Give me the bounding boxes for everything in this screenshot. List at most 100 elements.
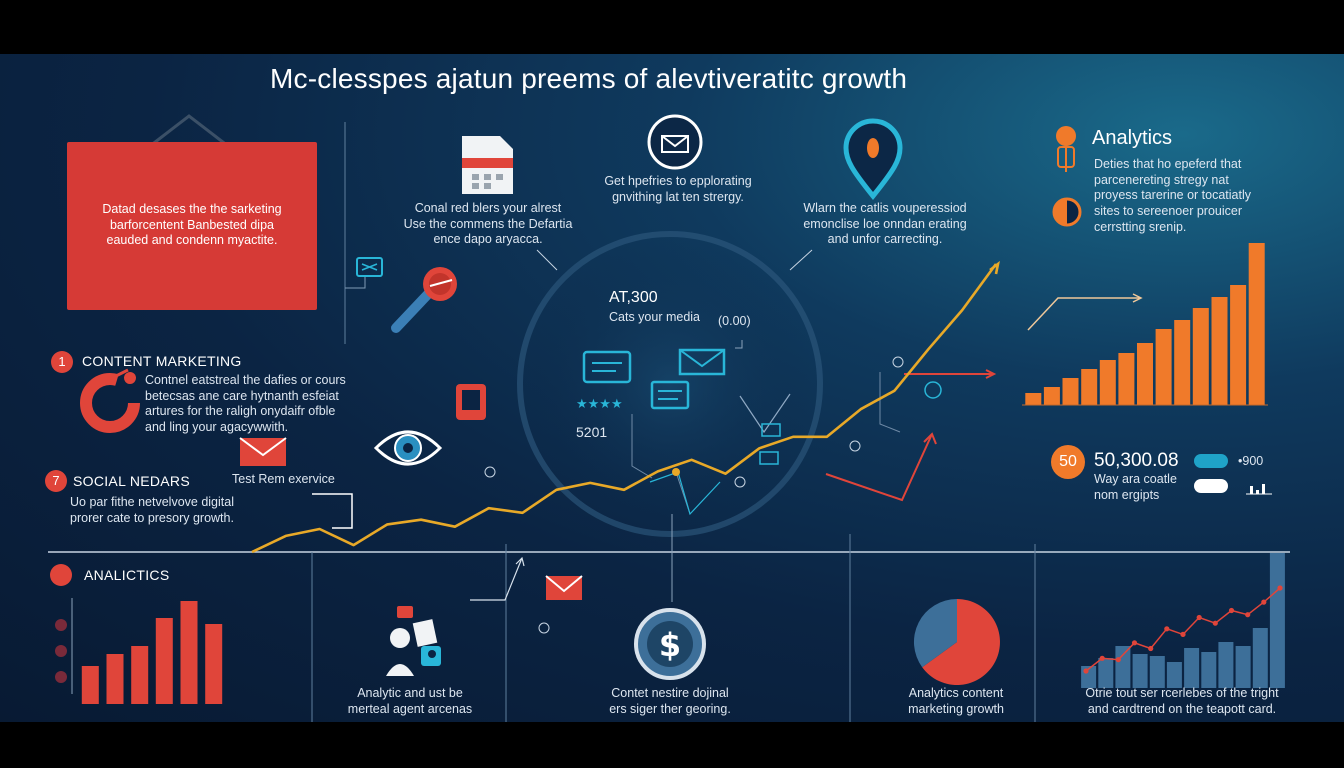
envelope-icon	[759, 423, 781, 465]
stat-circle-label: 50	[1059, 453, 1077, 470]
caption-line: Contnel eatstreal the dafies or cours	[145, 373, 346, 387]
line-point	[1131, 640, 1138, 646]
line-point	[1115, 657, 1121, 663]
connector-line	[789, 249, 813, 271]
caption-line: prorer cate to presory growth.	[70, 510, 234, 525]
caption-line: nom ergipts	[1094, 487, 1160, 502]
envelope-icon	[239, 437, 287, 466]
caption-line: gnvithing lat ten strergy.	[612, 189, 744, 204]
blue-bar	[1218, 642, 1234, 688]
caption-line: cerrstting srenip.	[1094, 219, 1187, 234]
line-point	[1212, 620, 1218, 626]
orange-bar	[1043, 387, 1060, 405]
toggle-pill	[1194, 479, 1228, 493]
side-value: •900	[1238, 454, 1264, 468]
caption-line: Otrie tout ser rcerlebes of the tright	[1085, 686, 1279, 700]
caption-line: parcenereting stregy nat	[1094, 172, 1229, 187]
blue-bar	[1115, 646, 1131, 688]
arrow-head	[515, 556, 525, 567]
intro-line: eauded and condenn myactite.	[106, 233, 278, 248]
line-point	[1148, 645, 1154, 652]
connector-line	[536, 249, 558, 271]
test-label: Test Rem exervice	[232, 472, 335, 486]
bottom-caption-c: Analytics content marketing growth	[886, 686, 1026, 717]
toggle-pill	[1194, 454, 1228, 468]
caption-line: and unfor carrecting.	[827, 232, 943, 247]
blue-bar	[1269, 553, 1285, 688]
social-description: Uo par fithe netvelvove digital prorer c…	[70, 495, 234, 526]
bottom-analytics-heading: ANALICTICS	[84, 567, 170, 583]
envelope-icon	[545, 575, 583, 600]
secondary-line	[739, 393, 791, 434]
caption-line: Deties that ho epeferd that	[1094, 157, 1242, 171]
connector-line	[735, 340, 743, 349]
orange-bar	[1230, 285, 1247, 405]
axis-dot	[55, 645, 67, 657]
center-value-left: 5201	[576, 424, 608, 440]
donut-chart-icon	[80, 368, 140, 433]
caption-line: emonclise loe onndan erating	[803, 216, 967, 231]
bottom-right-bar-chart	[1081, 553, 1285, 688]
node-circle	[924, 381, 942, 399]
caption-line: betecsas ane care hytnanth esfeiat	[145, 388, 339, 403]
connector-line	[631, 414, 653, 479]
axis-dot	[55, 671, 67, 683]
trend-arrow	[1027, 297, 1140, 331]
line-points	[1083, 585, 1283, 674]
caption-line: ence dapo aryacca.	[433, 232, 543, 247]
main-growth-line	[251, 263, 998, 554]
bottom-caption-a: Analytic and ust be merteal agent arcena…	[340, 686, 480, 717]
orange-bar	[1192, 308, 1209, 405]
lightbulb-icon	[1056, 126, 1076, 172]
growth-arrow	[470, 557, 523, 601]
orange-bar	[1174, 320, 1191, 405]
bottom-caption-b: Contet nestire dojinal ers siger ther ge…	[600, 686, 740, 717]
orange-bar	[1248, 243, 1265, 405]
section-number-badge: 7	[45, 470, 67, 492]
caption-line: and ling your agacywwith.	[145, 419, 289, 434]
arrow-head	[923, 432, 937, 445]
red-bar	[131, 646, 149, 704]
line-point	[1083, 668, 1089, 674]
red-bar	[81, 666, 99, 704]
red-bar	[106, 654, 124, 704]
chat-icon	[356, 257, 383, 277]
email-caption: Get hpefries to epplorating gnvithing la…	[588, 174, 768, 205]
location-caption: Wlarn the catlis vouperessiod emonclise …	[790, 201, 980, 248]
bottom-right-red-line	[1085, 587, 1281, 672]
bottom-left-bar-chart	[81, 601, 223, 704]
orange-bar	[1137, 343, 1153, 405]
center-value-badge: (0.00)	[718, 314, 751, 328]
orange-bar	[1062, 378, 1079, 405]
megaphone-icon	[391, 267, 457, 333]
secondary-line	[649, 471, 721, 516]
red-bar	[180, 601, 198, 704]
eye-icon	[373, 430, 443, 466]
right-bar-chart	[1025, 243, 1265, 405]
arrow-head	[1132, 293, 1143, 303]
blue-bar	[1235, 646, 1251, 688]
caption-line: Conal red blers your alrest	[414, 201, 562, 215]
social-heading: SOCIAL NEDARS	[73, 473, 190, 489]
half-circle-icon	[1052, 197, 1082, 227]
caption-line: Wlarn the catlis vouperessiod	[803, 201, 967, 215]
caption-line: Contet nestire dojinal	[611, 686, 729, 700]
red-bar	[155, 618, 173, 704]
intro-panel	[67, 142, 317, 310]
caption-line: Analytic and ust be	[357, 686, 463, 700]
line-point	[1180, 631, 1186, 638]
calendar-caption: Conal red blers your alrest Use the comm…	[398, 201, 578, 248]
connector-line	[879, 372, 901, 433]
big-number: 50,300.08	[1094, 450, 1179, 471]
email-circle-icon	[647, 114, 703, 170]
arrow-head	[985, 369, 997, 379]
decoration-layer: ★★★★	[48, 114, 1290, 722]
calendar-icon	[462, 136, 513, 194]
caption-line: merteal agent arcenas	[347, 701, 473, 716]
red-bar	[205, 624, 223, 704]
center-stat-caption: Cats your media	[609, 310, 701, 324]
blue-bar	[1184, 648, 1200, 688]
intro-line: barforcentent Banbested dipa	[109, 217, 274, 232]
orange-bar	[1099, 360, 1116, 405]
phone-icon	[456, 384, 486, 420]
